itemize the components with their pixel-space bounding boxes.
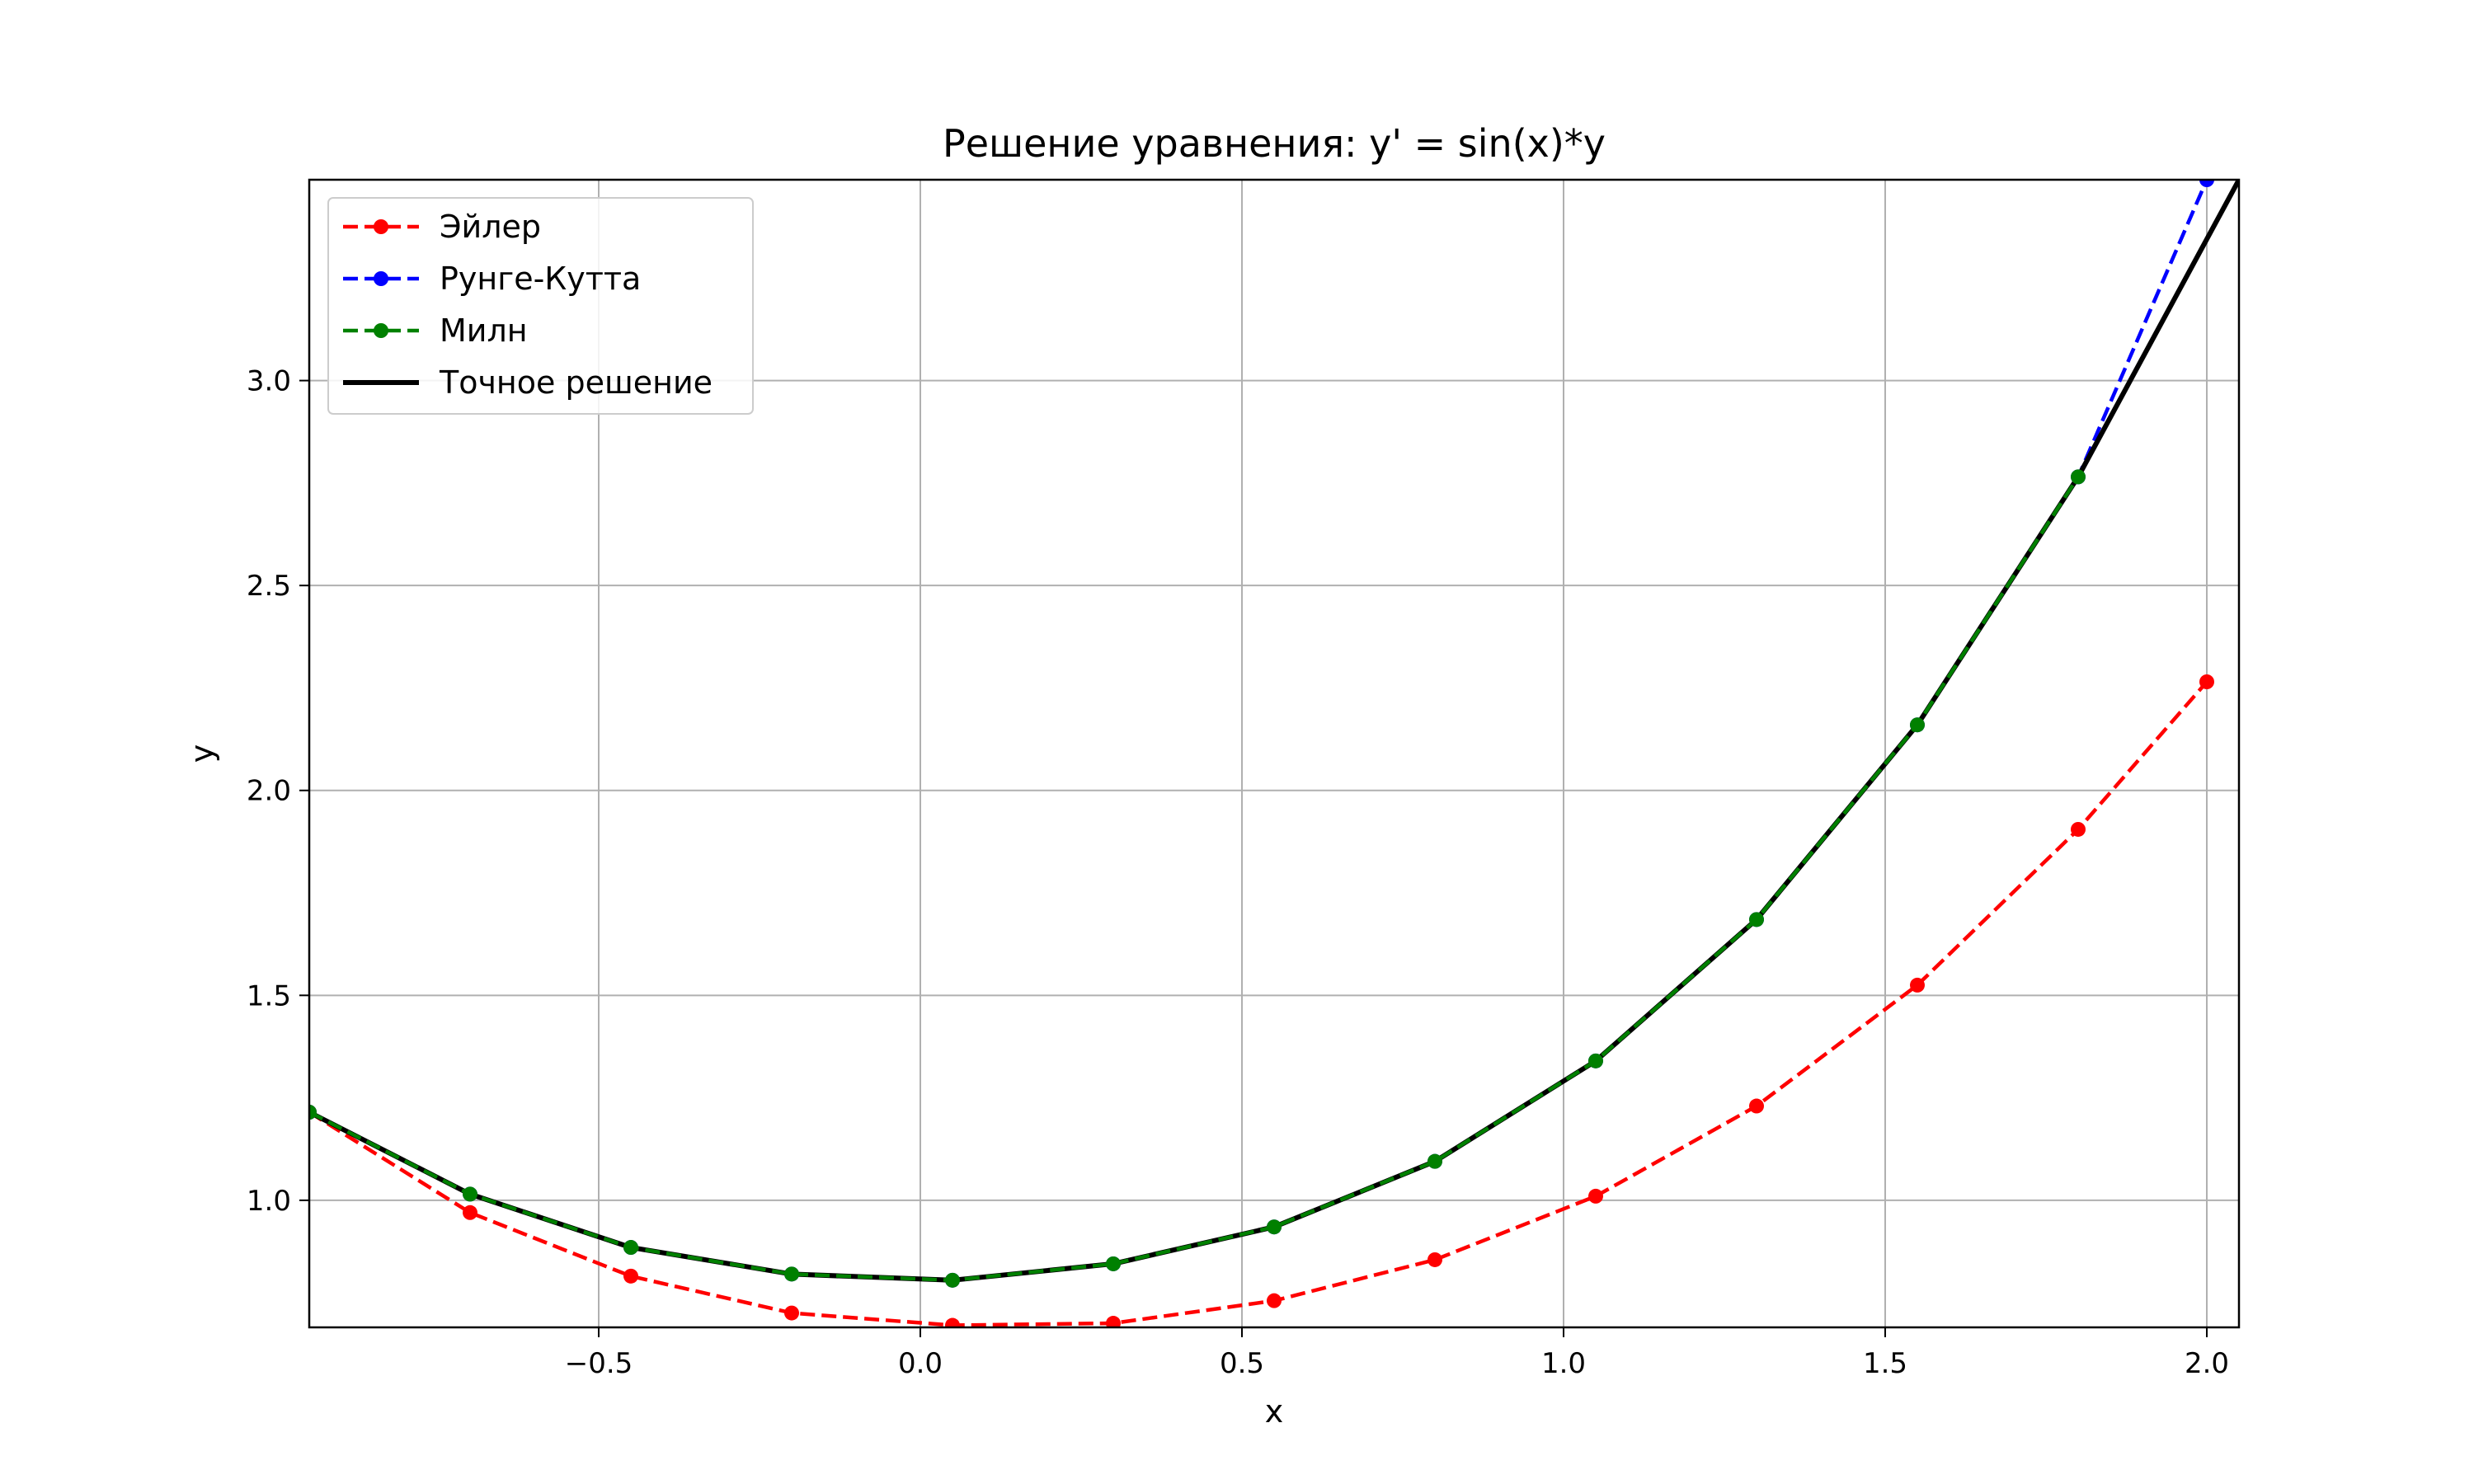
plot-frame [308,178,2241,1329]
series-2-point [945,1272,960,1288]
x-tick-label: 0.5 [1220,1347,1264,1380]
x-tick-label: 0.0 [898,1347,943,1380]
series-2 [309,469,2086,1288]
legend-marker-0 [374,219,388,234]
series-0-point [1588,1188,1603,1204]
series-0-point [1427,1252,1442,1267]
legend-label-0: Эйлер [440,209,541,245]
legend-box [327,197,754,415]
y-tick-label: 2.0 [247,775,291,808]
grid-lines [309,180,2239,1327]
y-tick-label: 1.5 [247,979,291,1012]
series-1-point [2199,180,2214,187]
series-0-point [2199,674,2214,689]
x-tick-label: 2.0 [2185,1347,2229,1380]
series-0-point [1749,1098,1764,1114]
y-axis-label: y [184,744,220,763]
y-tick-label: 2.5 [247,570,291,603]
x-tick-label: 1.5 [1863,1347,1907,1380]
series-0-point [1106,1316,1121,1327]
legend-label-3: Точное решение [439,364,713,401]
legend: Эйлер Рунге-Кутта Милн Точное решение [327,197,754,415]
chart-title: Решение уравнения: y' = sin(x)*y [943,121,1606,166]
x-tick-label: 1.0 [1541,1347,1586,1380]
series-2-point [1106,1256,1121,1271]
series-0-point [463,1205,477,1220]
series-2-point [1749,912,1764,928]
plot-series [309,180,2239,1327]
axis-ticks: −0.5 0.0 0.5 1.0 1.5 2.0 1.0 1.5 2.0 2.5 3.0 [247,365,2229,1380]
series-2-point [1910,717,1925,733]
series-0-point [623,1268,638,1284]
x-axis-label: x [1265,1393,1284,1430]
series-2-point [1267,1219,1282,1235]
series-2-point [2071,469,2086,485]
series-0-point [1267,1293,1282,1308]
x-tick-label: −0.5 [565,1347,633,1380]
y-tick-label: 3.0 [247,365,291,398]
series-0-point [945,1317,960,1327]
legend-marker-1 [374,271,388,286]
series-0-point [784,1305,799,1321]
legend-label-1: Рунге-Кутта [440,261,641,297]
series-0-point [2071,821,2086,837]
series-2-point [784,1266,799,1282]
series-2-point [1588,1053,1603,1068]
series-2-point [1427,1153,1442,1169]
series-0-point [1910,977,1925,993]
series-0 [309,674,2214,1327]
legend-label-2: Милн [440,312,528,349]
series-2-line [309,476,2080,1283]
legend-marker-2 [374,323,388,338]
series-2-point [623,1240,638,1256]
y-tick-label: 1.0 [247,1185,291,1218]
series-2-point [463,1186,477,1202]
series-2-point [309,1105,317,1120]
